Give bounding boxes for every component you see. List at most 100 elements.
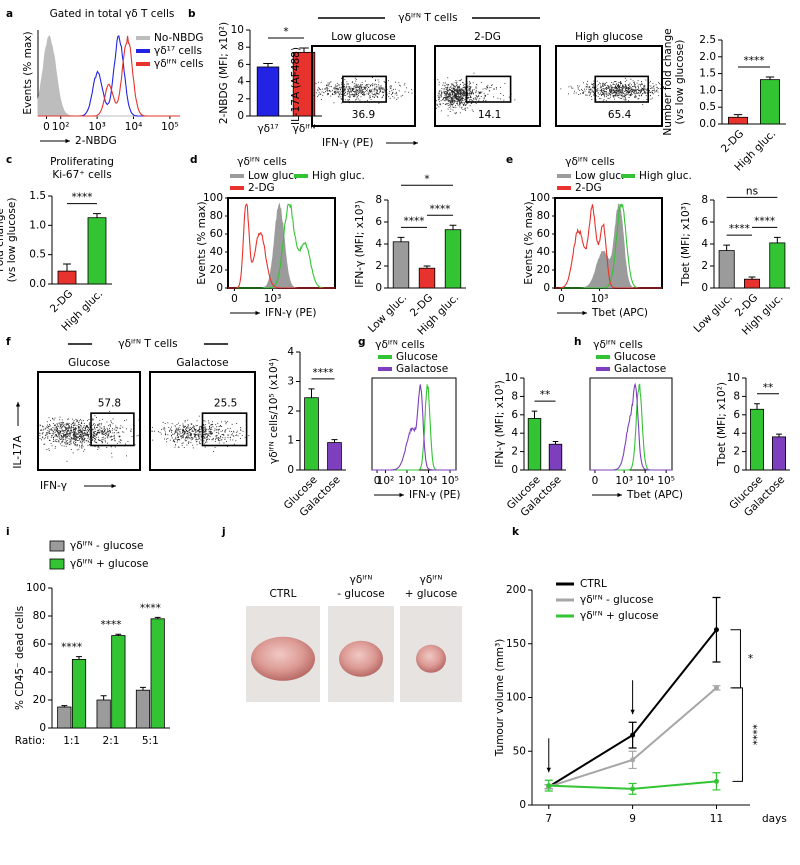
event-dot <box>463 90 465 92</box>
event-dot <box>75 441 76 443</box>
event-dot <box>178 446 180 448</box>
event-dot <box>438 90 440 92</box>
event-dot <box>400 85 401 87</box>
event-dot <box>207 438 209 440</box>
event-dot <box>46 427 48 428</box>
event-dot <box>101 439 103 441</box>
event-dot <box>613 89 615 91</box>
event-dot <box>632 80 634 82</box>
event-dot <box>175 427 177 429</box>
event-dot <box>380 88 382 90</box>
event-dot <box>66 432 68 434</box>
event-dot <box>42 429 44 431</box>
event-dot <box>56 426 58 427</box>
event-dot <box>84 432 86 434</box>
event-dot <box>454 91 455 93</box>
event-dot <box>487 87 489 89</box>
event-dot <box>611 87 612 88</box>
event-dot <box>184 439 186 441</box>
event-dot <box>218 442 220 444</box>
event-dot <box>101 430 103 432</box>
event-dot <box>479 98 481 100</box>
event-dot <box>451 103 453 105</box>
event-dot <box>623 95 625 97</box>
event-dot <box>182 437 184 439</box>
event-dot <box>109 411 111 412</box>
event-dot <box>587 80 588 82</box>
event-dot <box>446 95 448 97</box>
event-dot <box>593 86 595 88</box>
event-dot <box>644 93 646 94</box>
event-dot <box>95 436 97 438</box>
event-dot <box>451 98 452 100</box>
event-dot <box>640 92 641 94</box>
event-dot <box>337 91 339 93</box>
event-dot <box>80 435 82 436</box>
event-dot <box>449 87 451 89</box>
event-dot <box>609 90 611 92</box>
event-dot <box>460 92 462 94</box>
x-tick-label: 0 <box>231 293 238 305</box>
event-dot <box>83 440 85 442</box>
y-tick-label: 60 <box>33 638 46 650</box>
event-dot <box>200 435 202 437</box>
event-dot <box>473 89 475 91</box>
event-dot <box>476 84 478 86</box>
event-dot <box>348 94 350 96</box>
event-dot <box>339 94 341 96</box>
legend-label: 2-DG <box>575 182 602 194</box>
event-dot <box>597 95 599 97</box>
event-dot <box>443 88 445 89</box>
event-dot <box>618 84 619 85</box>
event-dot <box>79 439 80 441</box>
event-dot <box>78 427 80 429</box>
event-dot <box>57 441 59 443</box>
event-dot <box>42 425 44 427</box>
event-dot <box>63 432 65 434</box>
event-dot <box>61 435 63 437</box>
event-dot <box>638 90 639 92</box>
y-axis-label: (vs low glucose) <box>674 40 686 125</box>
event-dot <box>188 428 190 430</box>
event-dot <box>81 430 83 432</box>
event-dot <box>171 437 173 439</box>
event-dot <box>651 87 653 89</box>
point <box>630 786 636 792</box>
event-dot <box>375 86 377 88</box>
event-dot <box>360 87 362 88</box>
event-dot <box>87 436 89 438</box>
event-dot <box>365 85 367 87</box>
event-dot <box>356 87 357 88</box>
event-dot <box>461 106 463 108</box>
bar <box>718 250 735 289</box>
event-dot <box>588 92 590 94</box>
event-dot <box>65 431 67 433</box>
event-dot <box>330 95 332 97</box>
event-dot <box>457 97 459 99</box>
event-dot <box>184 432 185 434</box>
event-dot <box>461 95 463 97</box>
event-dot <box>572 87 574 89</box>
event-dot <box>602 84 604 86</box>
event-dot <box>570 85 572 87</box>
event-dot <box>472 110 474 112</box>
event-dot <box>102 431 103 433</box>
event-dot <box>612 87 614 89</box>
event-dot <box>206 439 208 440</box>
event-dot <box>352 93 353 95</box>
event-dot <box>355 83 357 85</box>
significance: **** <box>140 602 161 614</box>
event-dot <box>583 82 584 84</box>
event-dot <box>592 84 594 86</box>
event-dot <box>182 425 184 427</box>
plot-frame <box>555 45 663 127</box>
event-dot <box>203 436 205 437</box>
event-dot <box>629 90 631 92</box>
event-dot <box>459 94 461 96</box>
event-dot <box>471 92 473 94</box>
event-dot <box>184 426 186 427</box>
event-dot <box>87 435 89 437</box>
event-dot <box>358 92 360 94</box>
event-dot <box>182 433 184 435</box>
event-dot <box>627 89 629 91</box>
